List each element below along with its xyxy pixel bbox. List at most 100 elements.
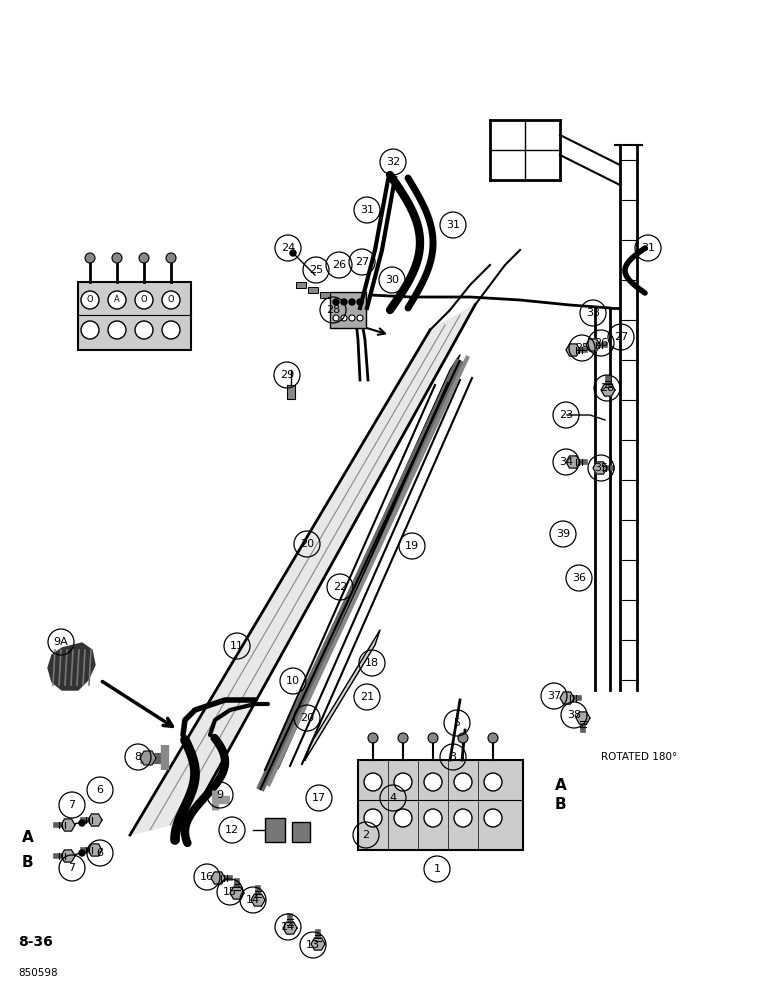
Circle shape [135,291,153,309]
Circle shape [364,809,382,827]
Text: 14: 14 [281,922,295,932]
Bar [308,287,318,293]
Circle shape [341,315,347,321]
Polygon shape [310,355,460,680]
Polygon shape [560,692,574,704]
Circle shape [424,809,442,827]
Polygon shape [230,887,244,899]
Circle shape [162,321,180,339]
Text: 1: 1 [434,864,441,874]
Circle shape [333,315,339,321]
Text: 17: 17 [312,793,326,803]
Circle shape [341,299,347,305]
Polygon shape [586,339,600,351]
Circle shape [108,291,126,309]
Text: 31: 31 [360,205,374,215]
Polygon shape [61,819,75,831]
Circle shape [484,809,502,827]
Text: 7: 7 [69,800,76,810]
Bar [292,822,310,842]
Text: 27: 27 [355,257,369,267]
Text: 9A: 9A [53,637,69,647]
Bar [287,385,295,399]
Text: 12: 12 [225,825,239,835]
Text: 22: 22 [333,582,347,592]
Text: 35: 35 [594,463,608,473]
Text: 7: 7 [69,863,76,873]
Polygon shape [593,462,607,474]
Circle shape [488,733,498,743]
Circle shape [349,299,355,305]
Polygon shape [601,384,615,396]
Text: 24: 24 [281,243,295,253]
Text: 38: 38 [567,710,581,720]
Text: 10: 10 [286,676,300,686]
Text: 16: 16 [200,872,214,882]
Circle shape [79,820,85,826]
Text: 8-36: 8-36 [18,935,52,949]
Text: A: A [114,296,120,304]
Circle shape [357,315,363,321]
Circle shape [484,773,502,791]
Text: 36: 36 [572,573,586,583]
Text: 11: 11 [230,641,244,651]
Polygon shape [311,938,325,950]
Circle shape [357,299,363,305]
Circle shape [428,733,438,743]
Text: 18: 18 [365,658,379,668]
Circle shape [290,250,296,256]
Text: 19: 19 [405,541,419,551]
Text: 32: 32 [386,157,400,167]
Text: 28: 28 [600,383,614,393]
Text: 34: 34 [559,457,573,467]
Text: 31: 31 [641,243,655,253]
Bar [320,292,330,298]
Text: B: B [22,855,34,870]
Circle shape [368,733,378,743]
Text: 23: 23 [559,410,573,420]
Text: 33: 33 [586,308,600,318]
Circle shape [79,850,85,856]
Text: 21: 21 [360,692,374,702]
Polygon shape [88,814,102,826]
Circle shape [166,253,176,263]
Polygon shape [61,850,75,862]
Text: O: O [86,296,93,304]
Circle shape [81,291,99,309]
Bar [296,282,306,288]
Polygon shape [566,344,580,356]
Circle shape [349,315,355,321]
Polygon shape [305,630,380,760]
Circle shape [364,773,382,791]
Text: 8: 8 [134,752,141,762]
Polygon shape [566,456,580,468]
Bar [330,292,366,328]
Text: 26: 26 [332,260,346,270]
Text: 37: 37 [547,691,561,701]
Polygon shape [140,751,156,765]
Circle shape [135,321,153,339]
Text: A: A [22,830,34,845]
Circle shape [108,321,126,339]
Polygon shape [576,712,590,724]
Bar [78,282,191,350]
Circle shape [458,733,468,743]
Text: 9: 9 [216,790,224,800]
Text: 20: 20 [300,539,314,549]
Text: 28: 28 [326,305,340,315]
Text: 39: 39 [556,529,570,539]
Text: 6: 6 [96,785,103,795]
Polygon shape [130,305,475,835]
Text: 5: 5 [453,718,461,728]
Circle shape [398,733,408,743]
Polygon shape [48,643,95,690]
Text: 15: 15 [223,887,237,897]
Polygon shape [211,872,225,884]
Circle shape [394,809,412,827]
Circle shape [394,773,412,791]
Text: 30: 30 [385,275,399,285]
Bar [358,760,523,850]
Text: 850598: 850598 [18,968,58,978]
Polygon shape [283,922,297,934]
Text: A: A [555,778,567,793]
